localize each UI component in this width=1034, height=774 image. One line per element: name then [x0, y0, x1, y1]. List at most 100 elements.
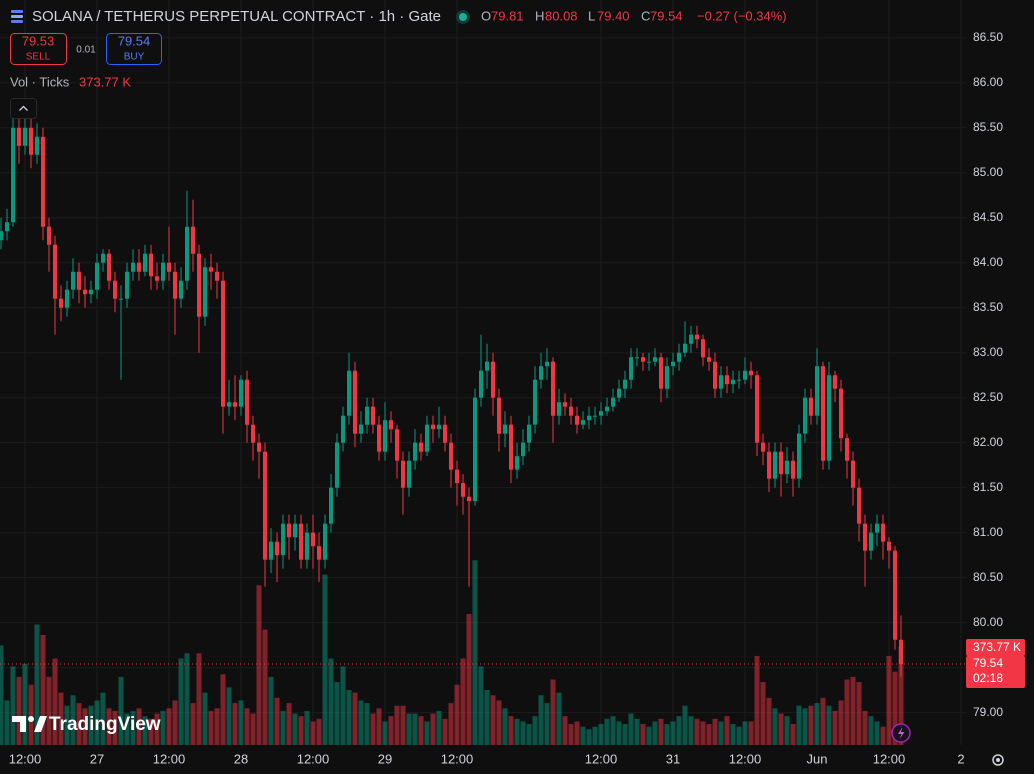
settings-button[interactable]	[992, 754, 1004, 766]
volume-bar	[370, 713, 376, 745]
volume-bar	[178, 658, 184, 745]
volume-bar	[34, 624, 40, 745]
candle-body	[113, 280, 117, 299]
y-tick-label: 83.00	[973, 345, 1003, 359]
candle-body	[425, 424, 429, 452]
indicator-value: 373.77 K	[79, 74, 131, 89]
x-tick-label: 28	[234, 751, 248, 766]
volume-bar	[388, 716, 394, 745]
volume-tag-bg	[966, 639, 1025, 657]
candle-body	[377, 424, 381, 452]
candle-body	[749, 370, 753, 376]
volume-bar	[214, 708, 220, 745]
candle-body	[41, 136, 45, 227]
volume-bar	[406, 713, 412, 745]
symbol-title[interactable]: SOLANA / TETHERUS PERPETUAL CONTRACT · 1…	[32, 8, 441, 25]
x-tick-label: 12:00	[441, 751, 474, 766]
candle-body	[419, 442, 423, 452]
volume-bar	[568, 724, 574, 745]
collapse-button[interactable]	[10, 98, 37, 119]
candle-body	[149, 253, 153, 277]
volume-bar	[46, 676, 52, 745]
candle-body	[251, 424, 255, 443]
candle-body	[539, 366, 543, 380]
y-tick-label: 86.50	[973, 30, 1003, 44]
volume-bar	[256, 585, 262, 745]
candle-body	[629, 357, 633, 380]
volume-bar	[724, 716, 730, 745]
volume-bar	[472, 560, 478, 745]
volume-bar	[514, 718, 520, 745]
volume-bar	[850, 676, 856, 745]
buy-button[interactable]: 79.54 BUY	[106, 33, 162, 65]
candle-body	[407, 460, 411, 488]
volume-bar	[466, 614, 472, 745]
volume-bar	[772, 708, 778, 745]
candle-body	[389, 420, 393, 430]
volume-bar	[868, 716, 874, 745]
volume-bar	[832, 710, 838, 745]
candle-body	[395, 429, 399, 461]
candle-body	[743, 370, 747, 380]
candle-body	[593, 415, 597, 417]
candle-body	[761, 442, 765, 452]
volume-bar	[208, 710, 214, 745]
volume-bar	[136, 708, 142, 745]
buy-price: 79.54	[118, 33, 151, 48]
volume-bar	[0, 645, 4, 745]
indicator-name[interactable]: Vol · Ticks	[10, 74, 70, 89]
candle-body	[323, 523, 327, 560]
volume-bar	[616, 721, 622, 745]
volume-bar	[658, 718, 664, 745]
candle-body	[767, 451, 771, 479]
volume-bar	[310, 721, 316, 745]
y-tick-label: 86.00	[973, 75, 1003, 89]
candle-body	[197, 253, 201, 317]
volume-bar	[760, 682, 766, 745]
x-tick-label: 12:00	[585, 751, 618, 766]
x-tick-label: 27	[90, 751, 104, 766]
candle-body	[533, 379, 537, 425]
volume-bar	[562, 716, 568, 745]
volume-bar	[550, 679, 556, 745]
y-tick-label: 80.00	[973, 615, 1003, 629]
volume-bar	[4, 700, 10, 745]
candle-body	[485, 361, 489, 371]
volume-bar	[664, 724, 670, 745]
candle-body	[659, 357, 663, 389]
symbol-icon[interactable]	[11, 10, 23, 23]
volume-bar	[574, 721, 580, 745]
sell-button[interactable]: 79.53 SELL	[10, 33, 67, 65]
volume-bar	[430, 713, 436, 745]
volume-bar	[700, 721, 706, 745]
lightning-button[interactable]	[891, 723, 911, 743]
low-label: L	[588, 8, 595, 23]
candle-body	[311, 532, 315, 547]
candle-body	[59, 298, 63, 308]
candle-body	[575, 415, 579, 425]
candle-body	[209, 267, 213, 272]
volume-bar	[124, 713, 130, 745]
y-tick-label: 80.50	[973, 570, 1003, 584]
candle-body	[167, 262, 171, 272]
candle-body	[713, 361, 717, 389]
volume-bar	[16, 676, 22, 745]
tradingview-logo[interactable]: TradingView	[12, 714, 161, 735]
candle-body	[437, 424, 441, 430]
volume-bar	[292, 713, 298, 745]
volume-bar	[382, 721, 388, 745]
x-tick-label: 29	[378, 751, 392, 766]
candle-body	[671, 361, 675, 367]
volume-bar	[52, 658, 58, 745]
candle-body	[551, 361, 555, 416]
volume-bar	[154, 713, 160, 745]
candles	[0, 105, 903, 677]
candle-body	[233, 402, 237, 407]
candle-body	[725, 375, 729, 385]
volume-bar	[418, 716, 424, 745]
candle-body	[185, 226, 189, 281]
candle-body	[719, 375, 723, 389]
candle-body	[95, 262, 99, 290]
candle-body	[497, 397, 501, 434]
x-tick-label: 12:00	[297, 751, 330, 766]
